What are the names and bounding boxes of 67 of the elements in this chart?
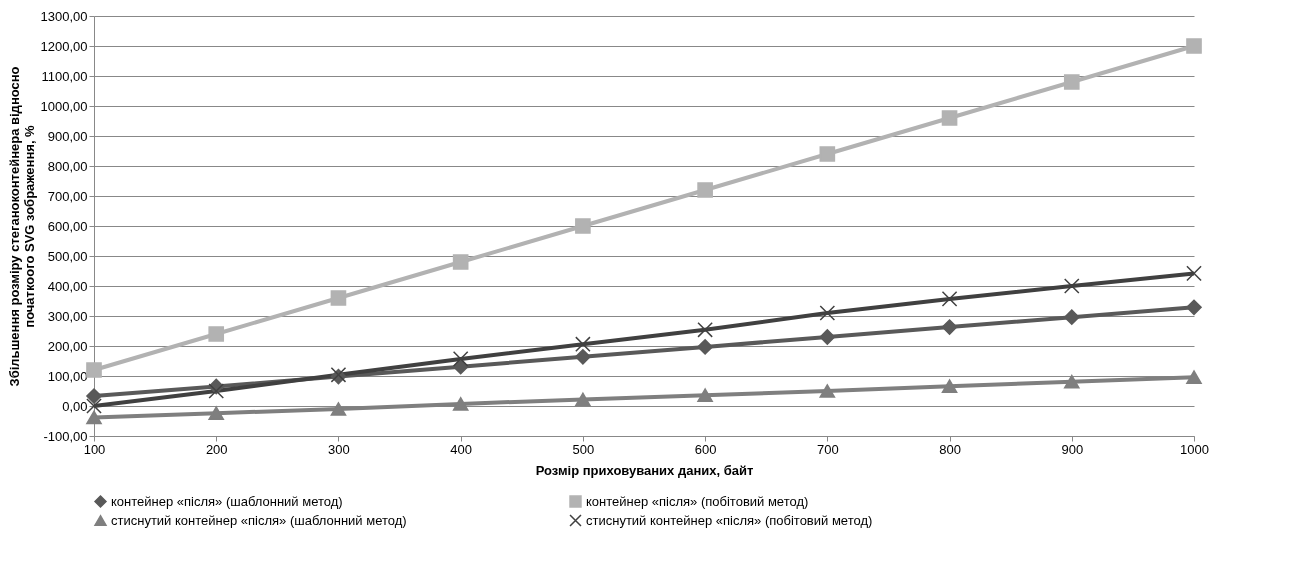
- y-tick-label: -100,00: [43, 428, 88, 444]
- point: [208, 383, 225, 399]
- point: [819, 146, 836, 162]
- point: [452, 254, 469, 270]
- y-tick-label: 600,00: [47, 218, 88, 234]
- point: [330, 402, 347, 416]
- point: [575, 348, 591, 365]
- point: [208, 406, 225, 421]
- point: [86, 362, 102, 378]
- point: [1186, 265, 1202, 282]
- x-tick-label: 700: [816, 441, 839, 457]
- point: [697, 182, 713, 198]
- point: [208, 326, 225, 342]
- y-tick-label: 800,00: [47, 158, 88, 174]
- x-tick-label: 400: [450, 441, 473, 457]
- y-tick-label: 0,00: [62, 398, 88, 414]
- point: [941, 291, 958, 307]
- y-axis-title: Збільшення розміру стеганоконтейнера відносно початкоого SVG зображення, %: [6, 66, 37, 387]
- y-tick-label: 400,00: [47, 278, 88, 294]
- x-tick-label: 300: [328, 441, 350, 457]
- point: [697, 339, 713, 355]
- point: [697, 388, 713, 403]
- y-tick-label: 1300,00: [40, 8, 88, 24]
- x-tick-label: 500: [572, 441, 595, 457]
- x-tick-label: 1000: [1180, 441, 1209, 457]
- x-tick-label: 200: [205, 441, 228, 457]
- point: [819, 305, 836, 321]
- point: [1186, 38, 1202, 54]
- point: [1063, 309, 1080, 326]
- y-tick-label: 900,00: [47, 128, 88, 144]
- point: [1186, 299, 1202, 316]
- point: [575, 392, 591, 407]
- point: [819, 384, 836, 398]
- x-axis-title: Розмір приховуваних даних, байт: [535, 462, 754, 478]
- point: [86, 388, 102, 404]
- y-tick-label: 300,00: [47, 308, 88, 324]
- point: [697, 321, 713, 338]
- point: [452, 351, 469, 367]
- point: [819, 329, 836, 345]
- y-tick-label: 100,00: [47, 368, 88, 384]
- point: [86, 398, 102, 414]
- y-tick-label: 200,00: [47, 338, 88, 354]
- legend-label: контейнер «після» (побітовий метод): [586, 493, 809, 509]
- point: [330, 290, 347, 306]
- x-tick-label: 600: [694, 441, 717, 457]
- point: [575, 336, 591, 353]
- point: [1186, 370, 1202, 385]
- point: [1063, 374, 1080, 389]
- x-tick-label: 900: [1061, 441, 1084, 457]
- x-tick-label: 800: [939, 441, 961, 457]
- x-tick-label: 100: [83, 441, 106, 457]
- legend-label: стиснутий контейнер «після» (шаблонний метод): [111, 512, 407, 528]
- y-tick-label: 700,00: [47, 188, 88, 204]
- y-tick-label: 1000,00: [40, 98, 88, 114]
- y-tick-label: 1100,00: [41, 68, 88, 84]
- point: [452, 397, 469, 411]
- legend-label: стиснутий контейнер «після» (побітовий метод): [586, 512, 873, 528]
- point: [86, 410, 102, 425]
- point: [941, 319, 958, 335]
- legend-label: контейнер «після» (шаблонний метод): [111, 493, 343, 509]
- point: [1063, 74, 1080, 90]
- point: [941, 110, 958, 126]
- point: [941, 379, 958, 394]
- y-tick-label: 500,00: [47, 248, 88, 264]
- point: [575, 218, 591, 234]
- point: [1063, 278, 1080, 294]
- y-tick-label: 1200,00: [40, 38, 88, 54]
